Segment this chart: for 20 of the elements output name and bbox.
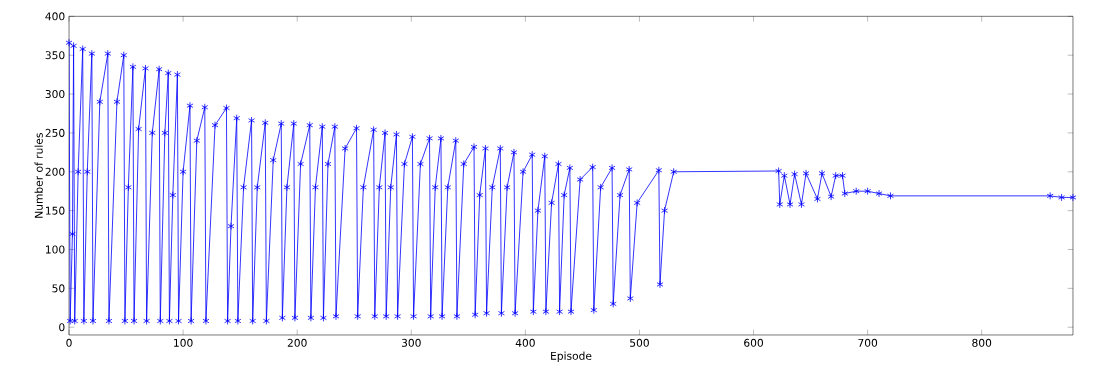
x-tick-label: 0: [66, 338, 72, 347]
y-tick-label: 400: [45, 12, 65, 21]
y-tick-label: 350: [45, 51, 65, 60]
y-axis-title: Number of rules: [34, 133, 43, 218]
x-tick-label: 800: [972, 338, 992, 347]
x-tick-label: 700: [858, 338, 878, 347]
y-tick-label: 0: [59, 323, 65, 332]
x-tick-label: 400: [515, 338, 535, 347]
x-tick-label: 100: [174, 338, 193, 347]
x-tick-label: 600: [744, 338, 764, 347]
x-tick-label: 300: [401, 338, 421, 347]
y-tick-label: 50: [52, 284, 65, 293]
y-tick-label: 300: [45, 90, 65, 99]
x-axis-title: Episode: [551, 351, 592, 362]
y-tick-label: 250: [45, 128, 65, 137]
y-tick-label: 150: [46, 206, 65, 215]
x-tick-label: 500: [630, 338, 649, 347]
x-tick-label: 200: [287, 338, 307, 347]
y-tick-label: 100: [46, 245, 65, 254]
y-tick-label: 200: [45, 167, 65, 176]
